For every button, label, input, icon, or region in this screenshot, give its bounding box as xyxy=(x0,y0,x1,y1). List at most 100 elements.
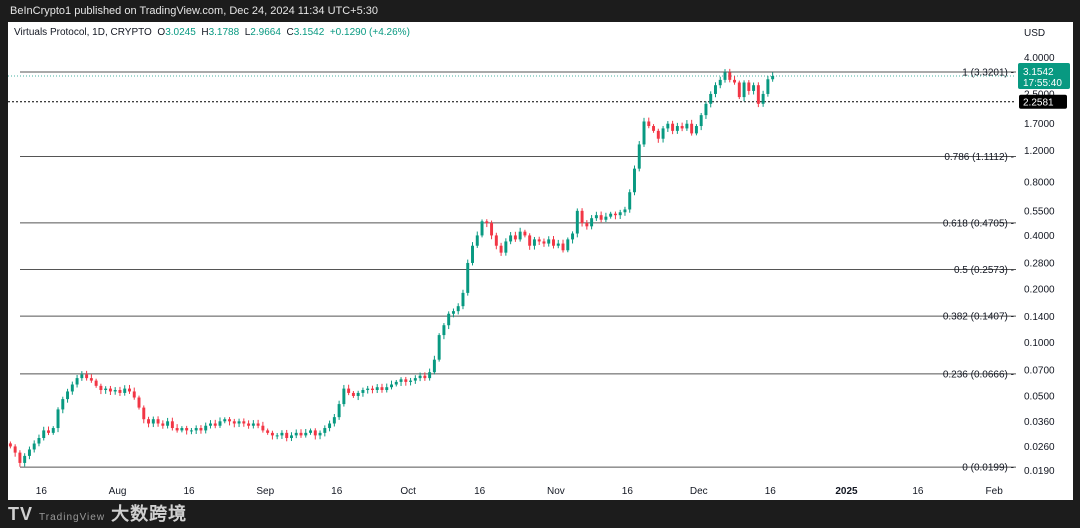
candle-body xyxy=(609,213,613,217)
candle-body xyxy=(547,239,551,244)
low-label: L xyxy=(244,27,251,38)
candle-body xyxy=(699,115,703,127)
candle-body xyxy=(437,335,441,360)
tradingview-logo: TV xyxy=(8,504,34,524)
candle-body xyxy=(418,375,422,379)
candle-body xyxy=(266,430,270,433)
candle-body xyxy=(156,419,160,424)
candle-body xyxy=(628,192,632,210)
candle-body xyxy=(485,221,489,223)
x-tick-label-11: 2025 xyxy=(835,486,858,497)
candle-body xyxy=(532,239,536,246)
candle-body xyxy=(766,79,770,94)
candle-body xyxy=(542,241,546,244)
candle-body xyxy=(671,123,675,131)
candle-body xyxy=(247,423,251,426)
candle-body xyxy=(170,421,174,429)
candle-body xyxy=(161,423,165,426)
candle-body xyxy=(242,421,246,424)
candle-body xyxy=(309,430,313,433)
y-tick-label-0: 4.0000 xyxy=(1024,53,1055,64)
candle-body xyxy=(642,121,646,145)
candle-body xyxy=(147,419,151,424)
fib-label-2: 0.618 (0.4705) - xyxy=(943,218,1014,229)
candle-body xyxy=(556,243,560,246)
candle-body xyxy=(471,245,474,263)
candle-body xyxy=(199,428,203,431)
y-tick-label-14: 0.0260 xyxy=(1024,442,1055,453)
candle-body xyxy=(480,221,484,236)
candle-body xyxy=(690,123,694,134)
candle-body xyxy=(23,455,27,463)
open-value: 3.0245 xyxy=(165,27,196,38)
candle-body xyxy=(223,419,227,422)
low-value: 2.9664 xyxy=(250,27,281,38)
candle-body xyxy=(413,378,417,381)
candle-body xyxy=(8,443,12,447)
close-value: 3.1542 xyxy=(293,27,325,38)
candle-body xyxy=(194,428,198,431)
candle-body xyxy=(256,423,260,426)
candle-body xyxy=(571,233,575,240)
candle-body xyxy=(89,378,93,381)
y-tick-label-15: 0.0190 xyxy=(1024,466,1055,477)
y-tick-label-12: 0.0500 xyxy=(1024,391,1055,402)
fib-label-5: 0.236 (0.0666) - xyxy=(943,369,1014,380)
tradingview-brand: TradingView xyxy=(39,512,106,523)
candle-body xyxy=(13,446,17,453)
candle-body xyxy=(499,245,503,253)
candle-body xyxy=(166,421,170,426)
candle-body xyxy=(332,417,336,424)
ohlc-legend: Virtuals Protocol, 1D, CRYPTO O3.0245 H3… xyxy=(14,27,410,38)
candle-body xyxy=(518,231,522,240)
candle-body xyxy=(47,430,50,433)
candle-body xyxy=(366,388,370,391)
candle-body xyxy=(709,93,713,104)
candle-body xyxy=(270,432,274,436)
y-tick-label-3: 1.2000 xyxy=(1024,146,1055,157)
candle-body xyxy=(466,262,470,293)
candle-body xyxy=(442,325,446,336)
candle-body xyxy=(523,231,527,236)
watermark: TV TradingView 大数跨境 xyxy=(8,500,187,526)
y-tick-label-10: 0.1000 xyxy=(1024,338,1055,349)
symbol-label: Virtuals Protocol, 1D, CRYPTO xyxy=(14,27,152,38)
candle-body xyxy=(394,381,398,385)
candle-body xyxy=(704,103,708,116)
candle-body xyxy=(528,235,532,246)
line-price-value: 2.2581 xyxy=(1023,97,1054,108)
candle-body xyxy=(137,397,141,408)
candle-body xyxy=(623,209,627,213)
currency-label[interactable]: USD xyxy=(1024,28,1046,39)
candle-body xyxy=(80,374,84,379)
candle-body xyxy=(337,404,341,418)
y-tick-label-7: 0.2800 xyxy=(1024,258,1055,269)
candle-body xyxy=(204,425,208,431)
candle-body xyxy=(318,432,322,436)
candle-body xyxy=(218,421,222,426)
candle-body xyxy=(228,419,232,422)
candle-body xyxy=(456,306,460,312)
candle-body xyxy=(85,374,89,379)
candle-body xyxy=(189,430,193,432)
candle-body xyxy=(61,399,65,410)
candle-body xyxy=(27,449,31,456)
candle-body xyxy=(694,126,698,134)
candle-body xyxy=(647,121,651,127)
chart-panel[interactable]: 1 (3.3201) - 0.786 (1.1112) - 0.618 (0.470… xyxy=(8,22,1073,500)
watermark-overlay-text: 大数跨境 xyxy=(111,504,188,524)
fib-label-3: 0.5 (0.2573) - xyxy=(954,265,1014,276)
candle-body xyxy=(604,216,608,220)
candle-body xyxy=(361,390,365,393)
candle-body xyxy=(37,438,41,444)
candle-body xyxy=(733,79,737,83)
candle-body xyxy=(185,428,189,431)
candle-body xyxy=(728,72,732,80)
candle-body xyxy=(180,428,184,431)
candle-body xyxy=(113,390,117,392)
candle-body xyxy=(328,423,332,429)
price-chart[interactable]: 1 (3.3201) - 0.786 (1.1112) - 0.618 (0.470… xyxy=(8,22,1073,500)
candle-body xyxy=(451,311,455,314)
x-tick-label-3: Sep xyxy=(256,486,274,497)
candle-body xyxy=(356,392,360,396)
